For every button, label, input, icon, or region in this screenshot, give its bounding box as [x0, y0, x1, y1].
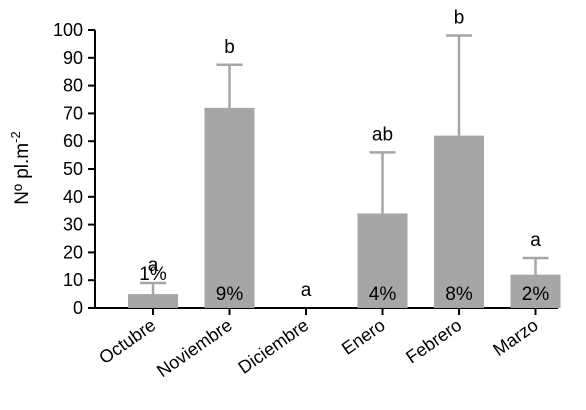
percentage-label: 2% [522, 284, 550, 305]
y-axis: 0 10 20 30 40 50 60 70 80 90 100 [53, 20, 96, 318]
x-tick-label: Marzo [489, 315, 541, 360]
percentage-label: 8% [445, 284, 473, 305]
y-axis-label: Nº pl.m-2 [8, 131, 33, 204]
y-tick-label: 20 [63, 242, 83, 262]
y-tick-label: 10 [63, 270, 83, 290]
y-tick-label: 50 [63, 159, 83, 179]
y-tick-label: 30 [63, 215, 83, 235]
y-tick-label: 0 [73, 298, 83, 318]
y-axis-label-text: Nº pl.m [12, 143, 33, 205]
y-axis-label-superscript: -2 [8, 131, 23, 143]
x-tick-label: Octubre [95, 315, 159, 368]
bar [128, 294, 178, 308]
y-tick-label: 100 [53, 20, 83, 40]
significance-letter: a [148, 255, 159, 276]
x-tick-label: Febrero [402, 315, 465, 368]
bar [434, 135, 484, 308]
significance-letter: b [224, 37, 235, 58]
x-tick-label: Diciembre [234, 315, 312, 378]
percentage-label: 1% [139, 264, 167, 285]
y-tick-label: 90 [63, 48, 83, 68]
bar [357, 213, 408, 308]
error-bars [140, 34, 549, 295]
bars [128, 107, 561, 308]
percentage-label: 4% [369, 284, 397, 305]
x-tick-label: Noviembre [153, 315, 236, 381]
significance-letter: b [454, 8, 465, 29]
x-tick-label: Enero [338, 315, 389, 359]
bar [510, 274, 561, 308]
significance-letter: a [530, 230, 541, 251]
y-tick-label: 80 [63, 76, 83, 96]
significance-letter: a [301, 280, 312, 301]
significance-letter: ab [372, 124, 393, 145]
y-tick-label: 70 [63, 103, 83, 123]
y-tick-label: 40 [63, 187, 83, 207]
percentage-label: 9% [216, 284, 244, 305]
bar [204, 107, 255, 308]
y-tick-label: 60 [63, 131, 83, 151]
